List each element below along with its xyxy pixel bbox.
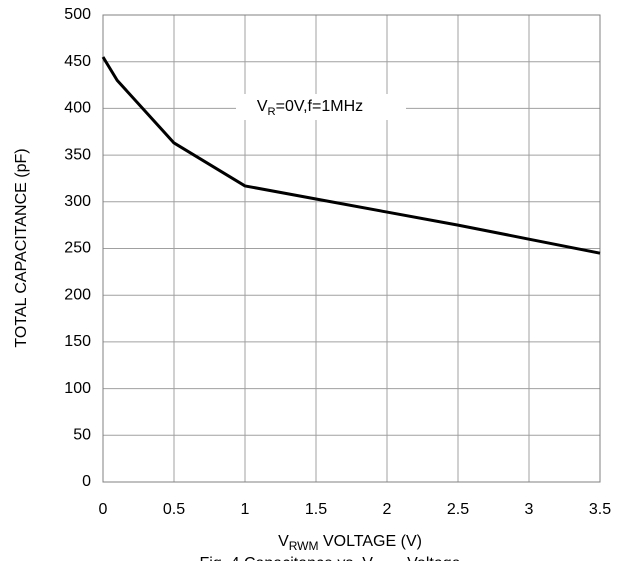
x-tick-label: 1 xyxy=(241,501,250,518)
annotation-rest: =0V,f=1MHz xyxy=(276,98,363,115)
annotation: VR=0V,f=1MHz xyxy=(257,98,363,118)
caption-rest: Voltage xyxy=(403,555,461,561)
y-tick-label: 100 xyxy=(64,380,91,397)
x-tick-label: 2 xyxy=(383,501,392,518)
x-axis-label-rest: VOLTAGE (V) xyxy=(319,533,422,550)
data-line xyxy=(101,56,601,255)
caption-main: Fig. 4 Capacitance vs. V xyxy=(199,555,373,561)
y-tick-label: 150 xyxy=(64,333,91,350)
y-tick-label: 300 xyxy=(64,193,91,210)
y-tick-label: 250 xyxy=(64,240,91,257)
y-tick-label: 200 xyxy=(64,286,91,303)
y-tick-label: 50 xyxy=(73,427,91,444)
y-tick-label: 350 xyxy=(64,146,91,163)
x-tick-label: 2.5 xyxy=(447,501,469,518)
y-tick-label: 450 xyxy=(64,53,91,70)
x-axis-label-sub: RWM xyxy=(289,539,319,553)
x-axis-label-main: V xyxy=(278,533,289,550)
x-tick-label: 0.5 xyxy=(163,501,185,518)
x-tick-label: 3.5 xyxy=(589,501,611,518)
x-axis-label: VRWM VOLTAGE (V) xyxy=(278,533,422,553)
annotation-sub: R xyxy=(268,106,276,118)
y-tick-label: 500 xyxy=(64,6,91,23)
caption: Fig. 4 Capacitance vs. VRWM Voltage xyxy=(199,555,460,561)
y-axis-label: TOTAL CAPACITANCE (pF) xyxy=(13,148,30,347)
annotation-main: V xyxy=(257,98,268,115)
y-tick-label: 400 xyxy=(64,100,91,117)
annotation-box xyxy=(236,94,406,120)
plot-border xyxy=(102,14,601,483)
x-tick-label: 1.5 xyxy=(305,501,327,518)
x-tick-label: 3 xyxy=(525,501,534,518)
y-tick-label: 0 xyxy=(82,473,91,490)
x-tick-label: 0 xyxy=(99,501,108,518)
